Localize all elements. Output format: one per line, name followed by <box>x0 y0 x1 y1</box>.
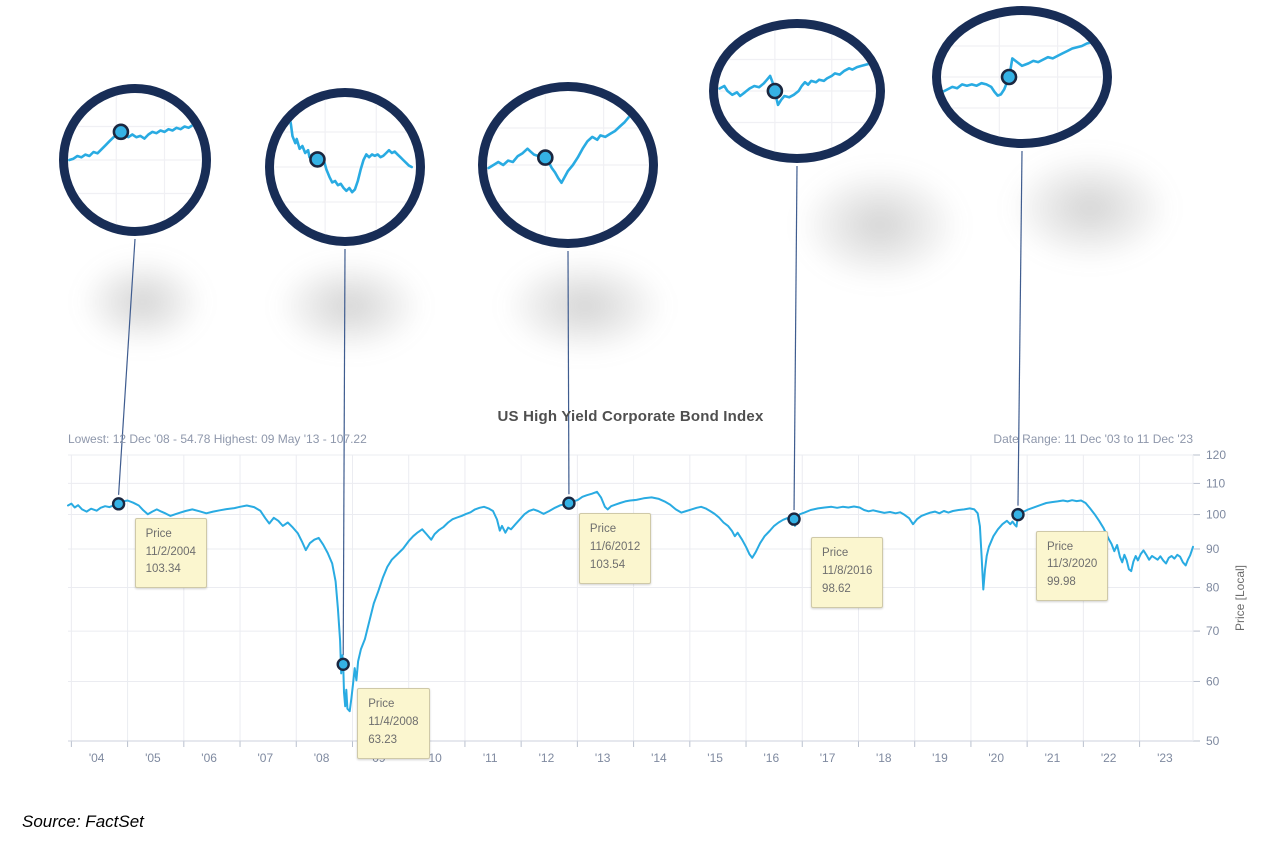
magnifier-2020 <box>932 6 1112 148</box>
lens-shadow <box>798 166 962 284</box>
source-label: Source: FactSet <box>22 812 144 831</box>
tooltip-price-label: Price <box>145 527 172 540</box>
y-axis-title: Price [Local] <box>1233 565 1247 631</box>
election-marker-11/4/2008[interactable] <box>336 657 350 672</box>
mini-chart-2016 <box>718 28 876 154</box>
x-tick-label: '15 <box>707 751 723 765</box>
mini-chart-2012 <box>487 91 649 239</box>
tooltip-value: 103.34 <box>145 563 181 576</box>
tooltip-value: 98.62 <box>822 582 851 595</box>
tooltip-price-label: Price <box>589 523 617 536</box>
x-tick-label: '21 <box>1045 751 1061 765</box>
x-tick-label: '13 <box>595 751 611 765</box>
lens-shadow <box>1008 152 1172 264</box>
tooltip-date: 11/2/2004 <box>145 545 196 558</box>
magnifier-2016 <box>709 19 885 163</box>
y-tick-label: 80 <box>1206 580 1220 594</box>
x-tick-label: '19 <box>932 751 948 765</box>
y-tick-label: 120 <box>1206 448 1226 462</box>
tooltip-2020: Price 11/3/2020 99.98 <box>1035 530 1109 602</box>
election-marker-11/3/2020[interactable] <box>1011 507 1025 522</box>
x-tick-label: '14 <box>651 751 667 765</box>
lens-connectors <box>118 150 1023 656</box>
x-tick-label: '22 <box>1101 751 1117 765</box>
y-tick-label: 60 <box>1206 674 1220 688</box>
date-range-label: Date Range: 11 Dec '03 to 11 Dec '23 <box>993 432 1193 446</box>
x-tick-label: '10 <box>426 751 442 765</box>
mini-chart-2020 <box>941 15 1103 139</box>
tooltip-value: 103.54 <box>589 558 626 571</box>
x-tick-label: '18 <box>876 751 892 765</box>
tooltip-2004: Price 11/2/2004 103.34 <box>134 517 207 589</box>
tooltip-price-label: Price <box>368 698 395 711</box>
lens-shadow <box>276 258 424 354</box>
price-line <box>67 490 1194 713</box>
y-tick-label: 100 <box>1206 508 1226 522</box>
x-tick-label: '23 <box>1157 751 1173 765</box>
y-tick-label: 50 <box>1206 734 1220 748</box>
tooltip-2008: Price 11/4/2008 63.23 <box>357 688 430 759</box>
x-tick-label: '20 <box>988 751 1004 765</box>
y-tick-label: 70 <box>1206 624 1220 638</box>
mini-chart-2004 <box>68 93 202 227</box>
mini-chart-2008 <box>274 97 416 237</box>
x-tick-label: '06 <box>201 751 217 765</box>
magnifier-2008 <box>265 88 425 246</box>
x-tick-label: '16 <box>764 751 780 765</box>
tooltip-2012: Price 11/6/2012 103.54 <box>578 513 652 584</box>
magnifier-2004 <box>59 84 211 236</box>
lens-shadow <box>503 256 667 356</box>
tooltip-price-label: Price <box>1046 540 1074 553</box>
grid-lines: 5060708090100110120'04'05'06'07'08'09'10… <box>68 448 1226 765</box>
election-marker-11/6/2012[interactable] <box>562 496 576 510</box>
x-tick-label: '08 <box>314 751 330 765</box>
magnifier-2012 <box>478 82 658 248</box>
x-tick-label: '17 <box>820 751 836 765</box>
lens-shadow <box>80 256 205 348</box>
tooltip-date: 11/3/2020 <box>1046 558 1098 571</box>
tooltip-price-label: Price <box>822 547 849 560</box>
tooltip-value: 63.23 <box>368 733 397 746</box>
chart-title: US High Yield Corporate Bond Index <box>497 408 764 425</box>
x-tick-label: '07 <box>258 751 274 765</box>
election-marker-11/8/2016[interactable] <box>787 512 801 526</box>
election-marker-11/2/2004[interactable] <box>111 497 126 511</box>
x-tick-label: '04 <box>89 751 105 765</box>
x-tick-label: '05 <box>145 751 161 765</box>
tooltip-2016: Price 11/8/2016 98.62 <box>811 537 884 608</box>
tooltip-value: 99.98 <box>1046 576 1076 589</box>
tooltip-date: 11/6/2012 <box>589 541 641 553</box>
x-tick-label: '12 <box>539 751 555 765</box>
tooltip-date: 11/4/2008 <box>368 716 419 729</box>
x-tick-label: '11 <box>483 751 498 765</box>
y-tick-label: 90 <box>1206 542 1220 556</box>
y-tick-label: 110 <box>1206 476 1225 490</box>
lowest-highest-label: Lowest: 12 Dec '08 - 54.78 Highest: 09 M… <box>68 432 367 446</box>
tooltip-date: 11/8/2016 <box>822 564 873 577</box>
